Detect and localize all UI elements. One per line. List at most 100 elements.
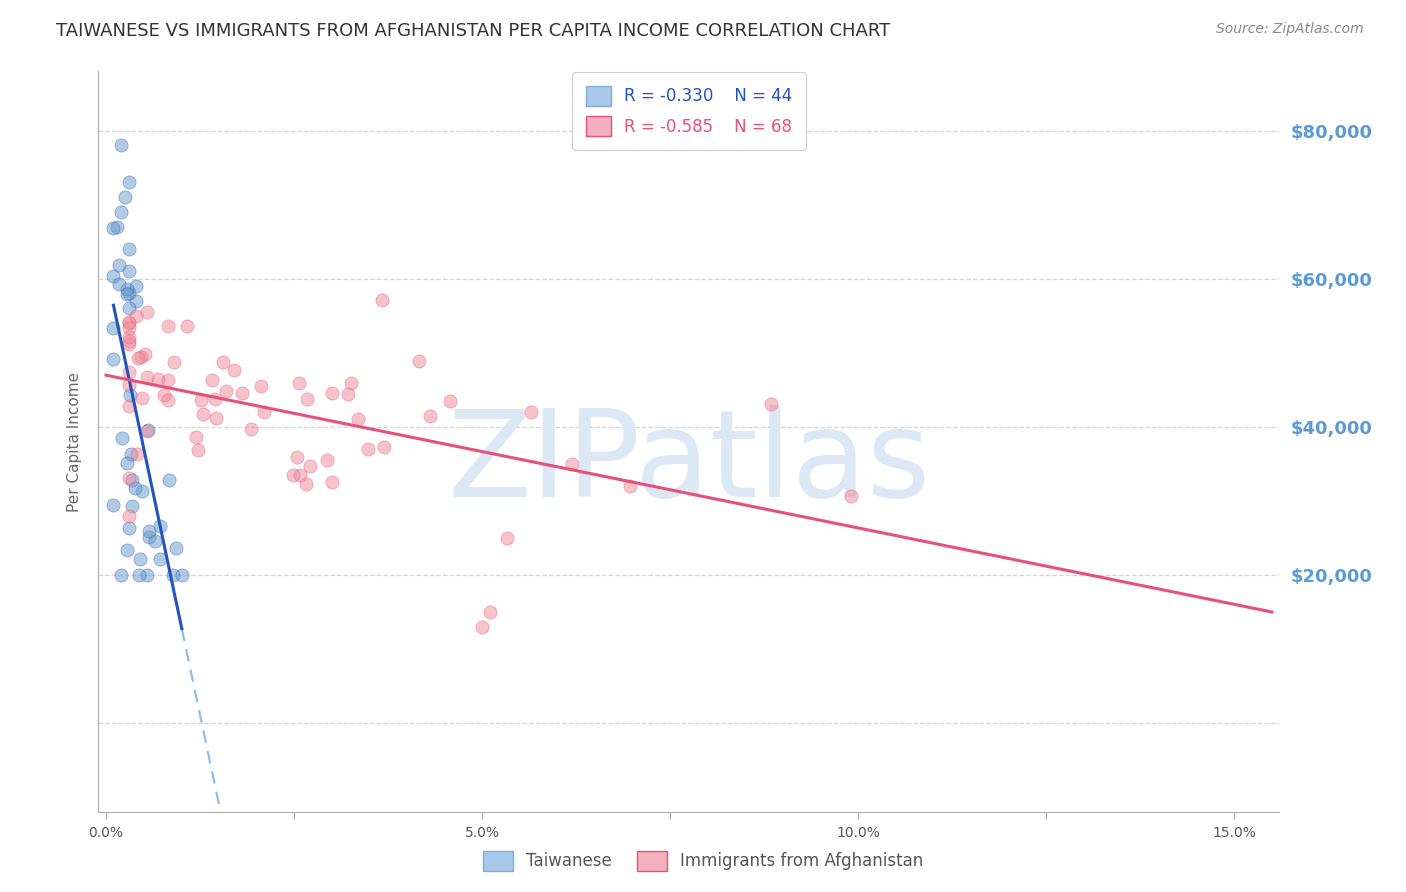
Point xyxy=(149,552,172,566)
Point xyxy=(120,447,142,461)
Point xyxy=(117,330,139,344)
Point xyxy=(283,467,305,482)
Point xyxy=(136,567,159,582)
Point xyxy=(253,405,276,419)
Point xyxy=(138,524,160,539)
Point xyxy=(117,365,139,379)
Point xyxy=(115,287,138,301)
Y-axis label: Per Capita Income: Per Capita Income xyxy=(67,371,83,512)
Point xyxy=(124,481,146,495)
Point xyxy=(125,447,148,461)
Point xyxy=(117,337,139,351)
Point xyxy=(478,605,501,619)
Point xyxy=(110,138,132,153)
Point xyxy=(408,353,430,368)
Point xyxy=(129,350,152,364)
Point xyxy=(138,530,160,544)
Point xyxy=(111,431,134,445)
Point xyxy=(496,531,519,545)
Point xyxy=(321,475,343,490)
Text: Source: ZipAtlas.com: Source: ZipAtlas.com xyxy=(1216,22,1364,37)
Point xyxy=(249,379,271,393)
Point xyxy=(215,384,238,398)
Point xyxy=(204,392,226,406)
Point xyxy=(222,363,245,377)
Point xyxy=(117,264,139,278)
Point xyxy=(371,293,394,307)
Point xyxy=(131,484,153,499)
Point xyxy=(143,533,166,548)
Point xyxy=(295,392,318,406)
Point xyxy=(471,619,494,633)
Point xyxy=(619,478,641,492)
Legend: Taiwanese, Immigrants from Afghanistan: Taiwanese, Immigrants from Afghanistan xyxy=(474,842,932,880)
Point xyxy=(103,352,125,367)
Point xyxy=(117,471,139,485)
Point xyxy=(135,304,157,318)
Point xyxy=(839,489,862,503)
Point xyxy=(315,453,337,467)
Point xyxy=(204,410,226,425)
Point xyxy=(103,498,125,512)
Point xyxy=(156,392,179,407)
Point xyxy=(520,404,543,418)
Point xyxy=(288,376,311,391)
Point xyxy=(117,542,139,557)
Point xyxy=(191,407,214,421)
Point xyxy=(117,301,139,316)
Point xyxy=(117,399,139,413)
Point xyxy=(187,442,209,457)
Point xyxy=(157,318,180,333)
Point xyxy=(125,293,148,308)
Point xyxy=(136,423,159,437)
Point xyxy=(186,430,208,444)
Point xyxy=(321,386,343,401)
Point xyxy=(346,412,368,426)
Point xyxy=(439,393,461,408)
Point xyxy=(118,509,141,524)
Point xyxy=(103,220,125,235)
Point xyxy=(114,190,136,204)
Point xyxy=(125,279,148,293)
Point xyxy=(561,457,583,471)
Point xyxy=(105,219,128,234)
Point xyxy=(134,347,156,361)
Point xyxy=(165,541,187,555)
Point xyxy=(162,567,184,582)
Point xyxy=(117,242,139,256)
Point xyxy=(419,409,441,423)
Point xyxy=(127,351,149,365)
Point xyxy=(131,391,153,405)
Point xyxy=(110,205,132,219)
Text: ZIPatlas: ZIPatlas xyxy=(447,405,931,522)
Text: TAIWANESE VS IMMIGRANTS FROM AFGHANISTAN PER CAPITA INCOME CORRELATION CHART: TAIWANESE VS IMMIGRANTS FROM AFGHANISTAN… xyxy=(56,22,890,40)
Point xyxy=(339,376,361,391)
Point xyxy=(163,355,186,369)
Point xyxy=(299,459,322,474)
Point xyxy=(121,473,143,487)
Point xyxy=(212,354,235,368)
Point xyxy=(153,388,176,402)
Point xyxy=(117,320,139,334)
Point xyxy=(373,440,395,454)
Point xyxy=(146,372,169,386)
Point xyxy=(108,258,131,272)
Point xyxy=(117,521,139,535)
Point xyxy=(190,393,212,408)
Point xyxy=(117,456,139,470)
Point xyxy=(115,282,138,296)
Point xyxy=(157,373,180,387)
Point xyxy=(118,334,141,349)
Point xyxy=(231,386,253,401)
Point xyxy=(290,468,312,483)
Point xyxy=(285,450,308,464)
Point xyxy=(149,519,172,533)
Point xyxy=(103,321,125,335)
Point xyxy=(117,175,139,190)
Point xyxy=(176,318,198,333)
Point xyxy=(157,473,180,487)
Point xyxy=(128,552,150,566)
Point xyxy=(108,277,131,291)
Point xyxy=(135,369,157,384)
Point xyxy=(201,373,224,387)
